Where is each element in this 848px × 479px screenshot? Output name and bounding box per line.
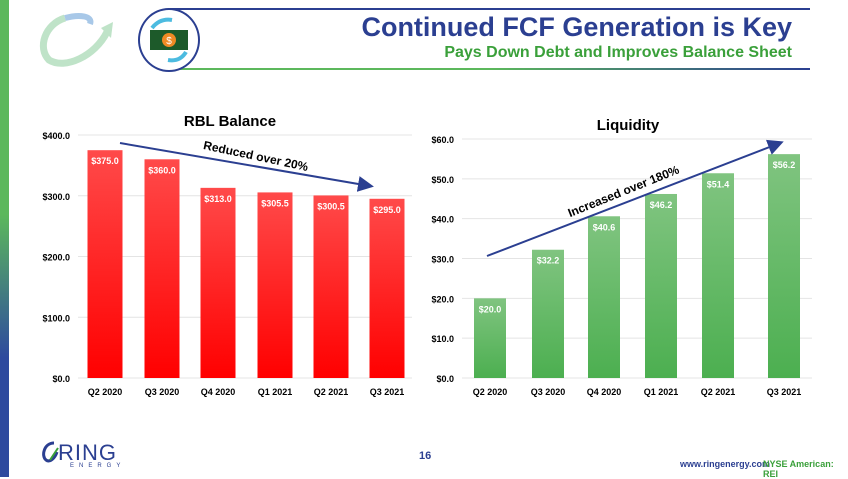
y-tick-label: $100.0 <box>42 313 70 323</box>
y-tick-label: $300.0 <box>42 192 70 202</box>
x-tick-label: Q3 2021 <box>370 387 405 397</box>
y-tick-label: $20.0 <box>431 294 454 304</box>
bar <box>768 154 800 378</box>
bar <box>369 198 405 378</box>
y-tick-label: $60.0 <box>431 135 454 145</box>
bar <box>702 173 734 378</box>
header-top-rule <box>170 8 810 10</box>
data-label: $300.5 <box>317 201 345 211</box>
x-tick-label: Q1 2021 <box>644 387 679 397</box>
y-tick-label: $40.0 <box>431 215 454 225</box>
data-label: $305.5 <box>261 198 289 208</box>
cash-cycle-icon: $ <box>138 8 200 72</box>
x-tick-label: Q3 2020 <box>145 387 180 397</box>
data-label: $295.0 <box>373 205 401 215</box>
x-tick-label: Q4 2020 <box>587 387 622 397</box>
data-label: $51.4 <box>707 179 730 189</box>
y-tick-label: $30.0 <box>431 255 454 265</box>
x-tick-label: Q1 2021 <box>258 387 293 397</box>
data-label: $56.2 <box>773 160 796 170</box>
bar <box>474 298 506 378</box>
bar <box>144 159 180 378</box>
x-tick-label: Q3 2021 <box>767 387 802 397</box>
bar <box>588 216 620 378</box>
x-tick-label: Q2 2020 <box>88 387 123 397</box>
logo-text: RING <box>58 440 117 465</box>
y-tick-label: $200.0 <box>42 253 70 263</box>
data-label: $375.0 <box>91 156 119 166</box>
x-tick-label: Q2 2021 <box>701 387 736 397</box>
y-tick-label: $0.0 <box>52 374 70 384</box>
chart-title: Liquidity <box>597 117 660 134</box>
bar <box>645 193 677 378</box>
bar <box>313 195 349 378</box>
bar <box>532 249 564 378</box>
logo-subtext: ENERGY <box>70 463 126 469</box>
bar <box>257 192 293 378</box>
page-number: 16 <box>419 450 432 462</box>
data-label: $46.2 <box>650 200 673 210</box>
side-accent-bar <box>0 0 9 477</box>
y-tick-label: $0.0 <box>436 374 454 384</box>
y-tick-label: $400.0 <box>42 131 70 141</box>
website-link[interactable]: www.ringenergy.com <box>680 459 771 469</box>
trend-annotation: Reduced over 20% <box>202 138 310 174</box>
page-title: Continued FCF Generation is Key <box>361 12 792 42</box>
ticker-label: NYSE American: REI <box>763 459 834 479</box>
chart-title: RBL Balance <box>184 113 276 130</box>
data-label: $32.2 <box>537 256 560 266</box>
data-label: $20.0 <box>479 304 502 314</box>
ring-energy-logo: RING ENERGY <box>40 440 120 469</box>
data-label: $40.6 <box>593 222 616 232</box>
y-tick-label: $50.0 <box>431 175 454 185</box>
trend-arrow <box>119 142 374 192</box>
x-tick-label: Q2 2021 <box>314 387 349 397</box>
x-tick-label: Q3 2020 <box>531 387 566 397</box>
data-label: $313.0 <box>204 194 232 204</box>
data-label: $360.0 <box>148 165 176 175</box>
svg-text:$: $ <box>166 36 172 47</box>
y-tick-label: $10.0 <box>431 334 454 344</box>
cycle-arrow-logo <box>40 13 113 67</box>
page-subtitle: Pays Down Debt and Improves Balance Shee… <box>444 44 792 61</box>
bar <box>87 150 123 378</box>
header-bottom-rule <box>170 68 810 70</box>
trend-arrow <box>486 139 784 257</box>
x-tick-label: Q4 2020 <box>201 387 236 397</box>
bar <box>200 187 236 378</box>
x-tick-label: Q2 2020 <box>473 387 508 397</box>
